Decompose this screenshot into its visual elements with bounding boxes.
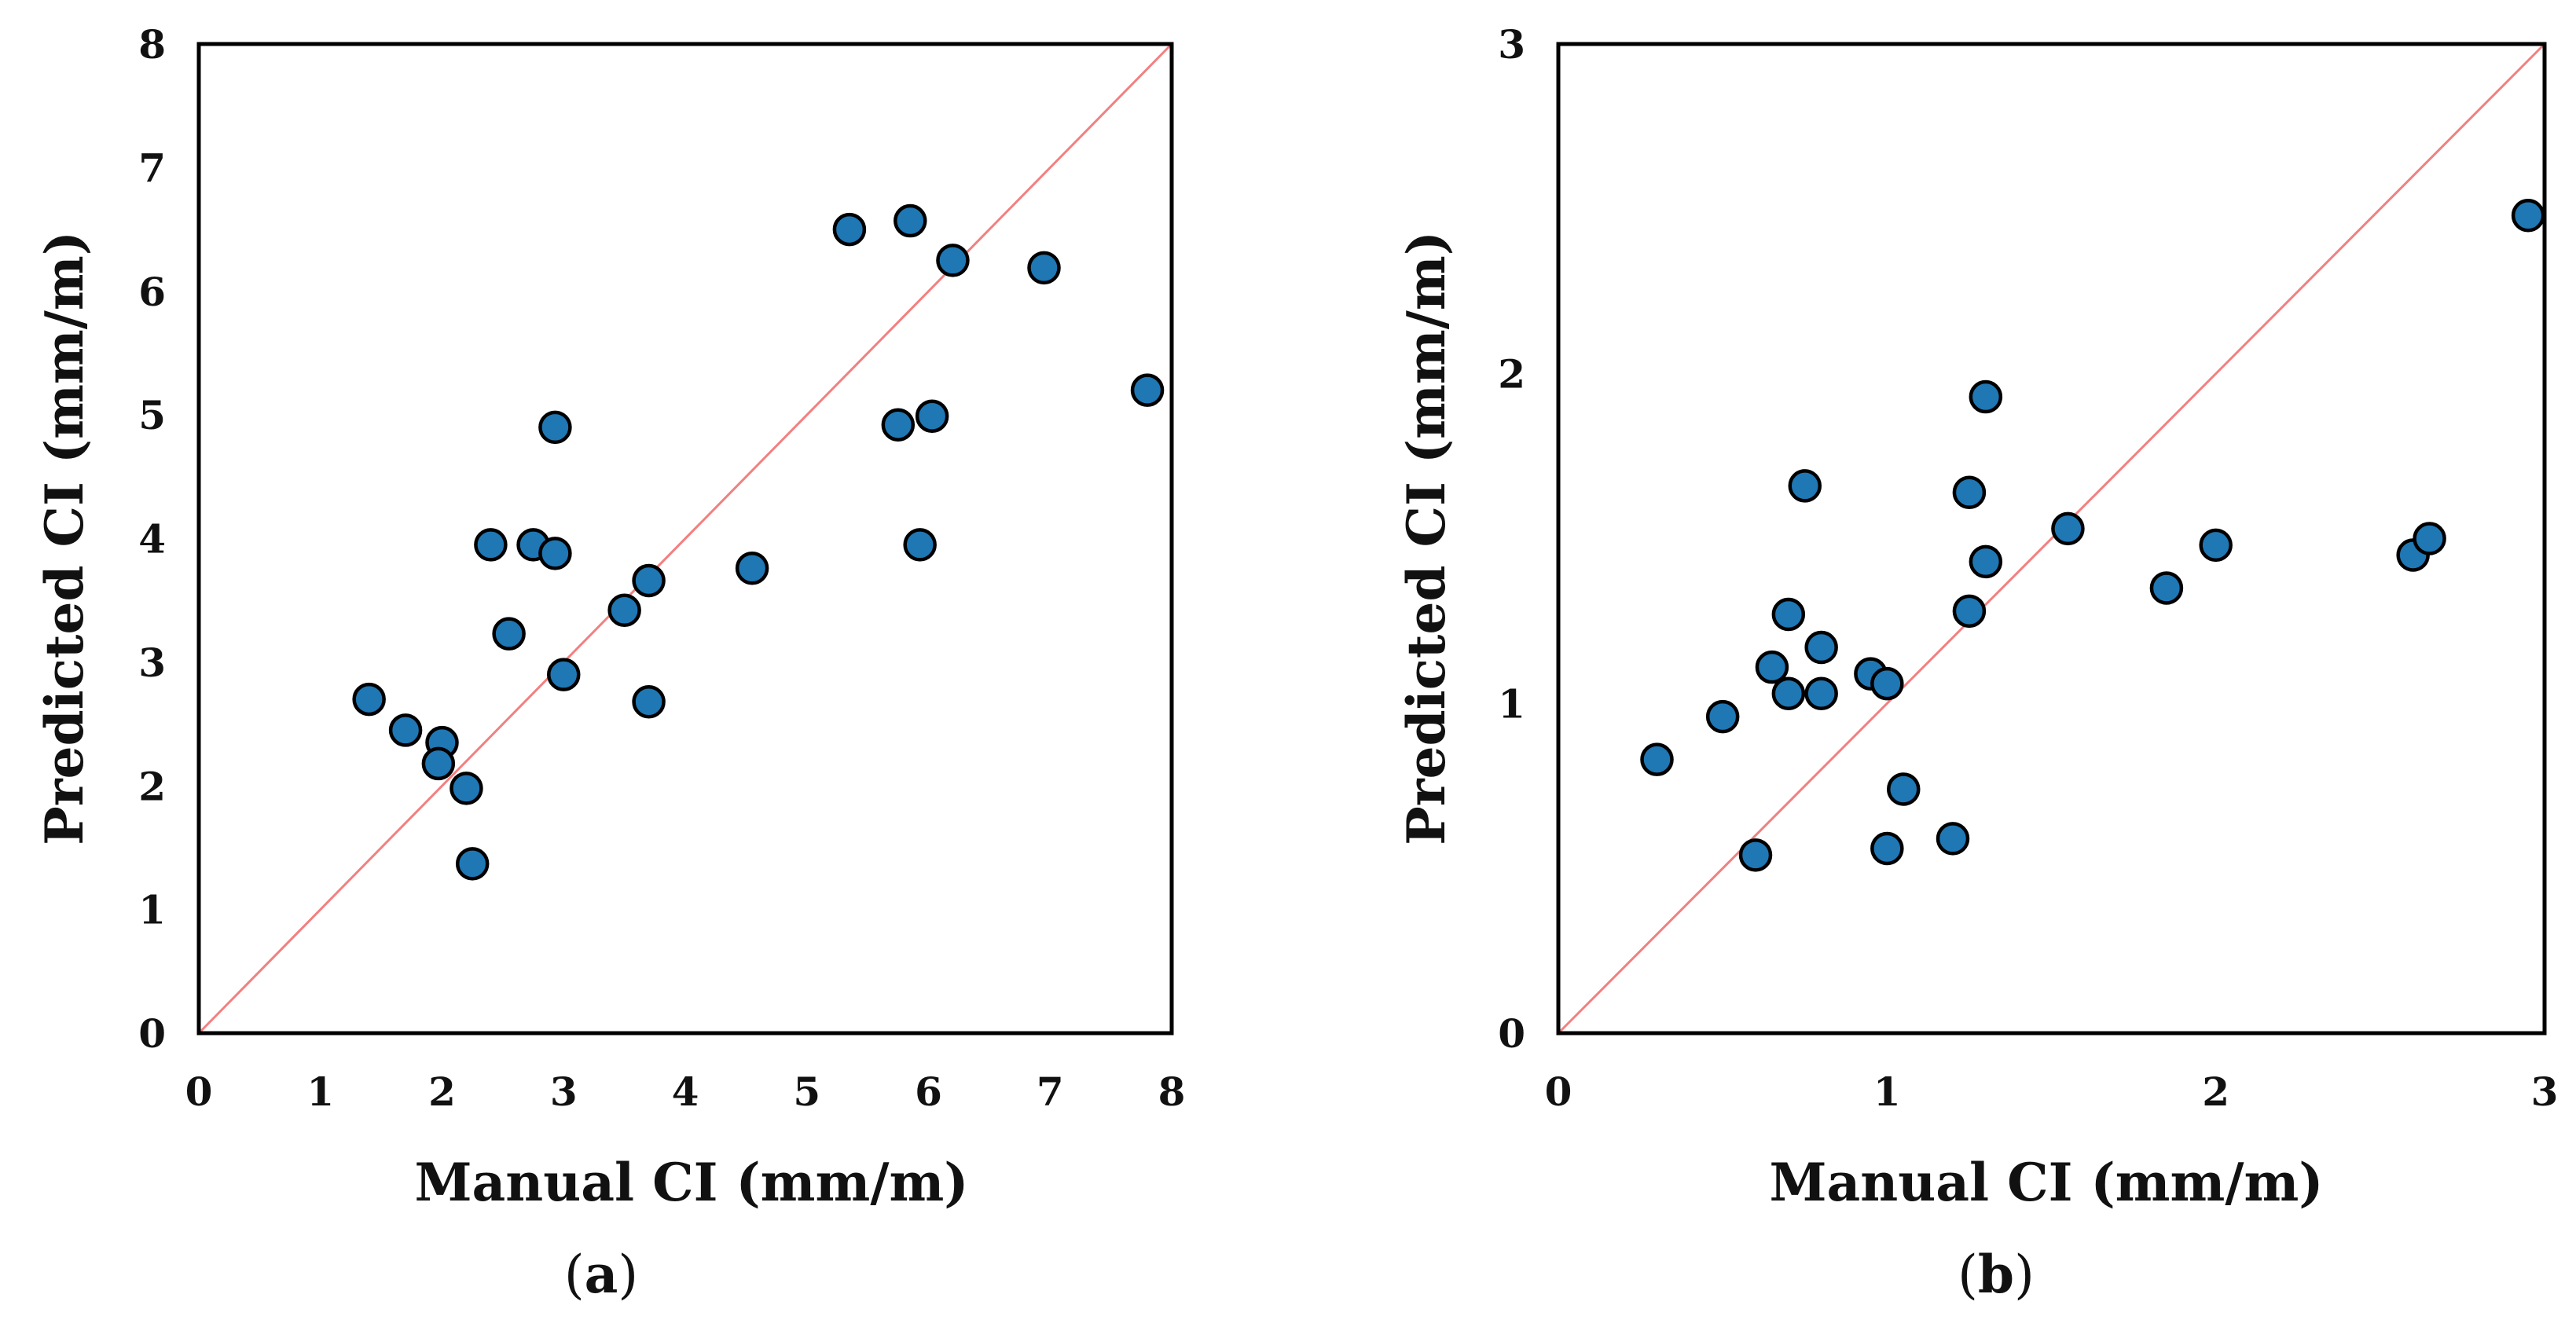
panel-a-x-tick-label: 5 xyxy=(793,1069,820,1115)
panel-b-reference-line xyxy=(1557,42,2546,1035)
panel-a-data-point xyxy=(915,399,949,433)
panel-b-data-point xyxy=(1771,676,1806,710)
panel-a: 0 1 2 3 4 5 6 7 8 0 1 2 3 4 5 6 7 8 Manual CI (mm/m) Pred… xyxy=(34,21,1185,1305)
panel-a-data-point xyxy=(1130,373,1165,407)
panel-a-y-tick-label: 1 xyxy=(138,887,166,933)
panel-b-data-point xyxy=(1788,469,1822,503)
panel-a-data-point xyxy=(1027,251,1061,285)
panel-b-x-tick-label: 3 xyxy=(2531,1069,2559,1115)
panel-b-data-point xyxy=(1804,676,1838,710)
panel-a-y-tick-label: 5 xyxy=(138,392,166,438)
panel-b-data-point xyxy=(1771,597,1806,632)
panel-a-y-tick-label: 7 xyxy=(138,145,166,191)
panel-b: 0 1 2 3 0 1 2 3 Manual CI (mm/m) Predicted CI (… xyxy=(1396,21,2558,1305)
panel-b-data-point xyxy=(1755,650,1789,684)
panel-b-x-tick-label: 1 xyxy=(1873,1069,1901,1115)
panel-a-data-point xyxy=(903,528,937,562)
panel-b-y-tick-label: 3 xyxy=(1498,21,1525,68)
panel-a-data-point xyxy=(547,658,581,691)
panel-b-x-tick-label: 2 xyxy=(2202,1069,2229,1115)
panel-a-data-point xyxy=(455,847,490,881)
panel-b-data-point xyxy=(1738,838,1773,872)
panel-a-y-tick-label: 4 xyxy=(138,516,166,563)
panel-a-data-point xyxy=(735,552,769,585)
panel-b-data-point xyxy=(2051,511,2085,546)
panel-a-data-point xyxy=(632,684,666,719)
panel-b-data-point xyxy=(2511,198,2545,233)
panel-b-y-axis-label: Predicted CI (mm/m) xyxy=(1396,231,1457,845)
panel-b-data-point xyxy=(1969,379,2003,414)
panel-b-data-point xyxy=(1640,742,1674,776)
panel-a-x-tick-label: 3 xyxy=(550,1069,578,1115)
panel-a-data-point xyxy=(474,528,508,562)
panel-b-data-point xyxy=(1887,772,1921,806)
panel-a-y-tick-label: 8 xyxy=(138,21,166,68)
panel-b-data-point xyxy=(2199,528,2233,563)
panel-a-y-axis-label: Predicted CI (mm/m) xyxy=(34,231,95,845)
panel-b-data-point xyxy=(2413,522,2446,555)
panel-a-x-axis-label: Manual CI (mm/m) xyxy=(414,1152,968,1213)
panel-a-y-tick-label: 6 xyxy=(138,269,166,315)
panel-a-data-point xyxy=(450,772,483,805)
panel-a-x-tick-label: 4 xyxy=(672,1069,699,1115)
panel-b-label: (b) xyxy=(1958,1244,2035,1305)
panel-a-label: (a) xyxy=(564,1244,638,1305)
panel-a-x-tick-label: 8 xyxy=(1158,1069,1186,1115)
panel-a-x-tick-label: 6 xyxy=(915,1069,942,1115)
panel-b-plot-frame xyxy=(1556,42,2547,1036)
panel-b-data-point xyxy=(1969,544,2003,579)
panel-a-reference-line xyxy=(197,42,1173,1035)
panel-a-data-point xyxy=(881,408,916,442)
panel-a-data-point xyxy=(607,593,641,628)
panel-b-data-point xyxy=(1952,475,1987,509)
panel-a-data-point xyxy=(421,746,456,781)
panel-a-data-point xyxy=(352,682,386,717)
panel-a-x-tick-label: 2 xyxy=(428,1069,456,1115)
panel-b-data-point xyxy=(1870,831,1904,866)
panel-b-plot-area: 0 1 2 3 0 1 2 3 xyxy=(1498,21,2558,1115)
panel-a-data-point xyxy=(832,212,867,247)
panel-a-y-tick-label: 2 xyxy=(138,763,166,809)
panel-a-data-point xyxy=(894,203,927,238)
panel-b-y-tick-label: 0 xyxy=(1498,1010,1525,1057)
panel-a-data-point xyxy=(388,713,423,747)
panel-b-y-tick-label: 1 xyxy=(1498,680,1525,727)
panel-a-data-point xyxy=(538,537,572,570)
panel-b-x-axis-label: Manual CI (mm/m) xyxy=(1769,1152,2323,1213)
panel-a-data-point xyxy=(492,617,526,651)
panel-a-x-tick-label: 0 xyxy=(185,1069,213,1115)
panel-a-plot-area: 0 1 2 3 4 5 6 7 8 0 1 2 3 4 5 6 7 8 xyxy=(138,21,1185,1115)
panel-a-data-point xyxy=(632,563,666,598)
panel-b-data-point xyxy=(1705,699,1740,734)
panel-a-plot-frame xyxy=(196,42,1174,1036)
panel-a-y-tick-label: 3 xyxy=(138,640,166,686)
panel-b-data-point xyxy=(2149,571,2184,605)
panel-b-x-tick-label: 0 xyxy=(1545,1069,1572,1115)
panel-b-data-point xyxy=(1870,666,1904,701)
panel-a-data-point xyxy=(538,410,572,445)
panel-a-data-point xyxy=(936,244,970,277)
panel-b-y-tick-label: 2 xyxy=(1498,351,1525,398)
panel-b-data-point xyxy=(1952,594,1987,629)
panel-a-y-tick-label: 0 xyxy=(138,1010,166,1057)
panel-a-x-tick-label: 7 xyxy=(1037,1069,1064,1115)
panel-b-data-point xyxy=(1936,822,1970,856)
panel-b-data-point xyxy=(1804,630,1838,665)
panel-a-x-tick-label: 1 xyxy=(306,1069,334,1115)
